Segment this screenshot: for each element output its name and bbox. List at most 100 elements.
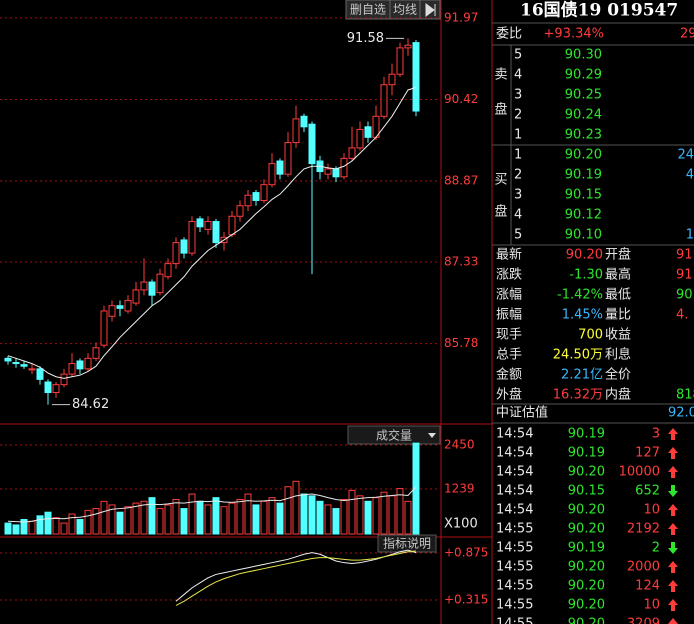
volume-bar: [116, 511, 124, 535]
stat-value: 91.: [676, 248, 694, 263]
indicator-select[interactable]: [347, 425, 441, 445]
stat-value: -1.42%: [557, 288, 603, 303]
side-label: 盘: [494, 204, 507, 220]
dropdown-icon[interactable]: [428, 433, 436, 438]
candle-body: [12, 362, 20, 365]
candle-body: [148, 281, 156, 296]
up-arrow: [668, 599, 678, 611]
candle-body: [276, 160, 284, 175]
candle-body: [164, 263, 172, 278]
volume-bar: [308, 495, 316, 535]
indicator-label[interactable]: 成交量: [376, 428, 412, 443]
volume-bar: [252, 504, 260, 535]
volume-bar: [172, 498, 180, 535]
volume-bar: [68, 513, 76, 535]
tick-price: 90.20: [568, 579, 605, 594]
tick-time: 14:54: [496, 503, 533, 518]
tick-price: 90.20: [568, 465, 605, 480]
volume-bar: [364, 500, 372, 535]
volume-bar: [52, 517, 60, 535]
volume-bar: [220, 506, 228, 535]
candle-body: [20, 364, 28, 367]
stat-label: 最新: [496, 247, 522, 263]
candle-body: [44, 381, 52, 394]
button-label[interactable]: 指标说明: [383, 536, 431, 551]
volume-bar: [100, 500, 108, 535]
volume-bar: [276, 502, 284, 535]
candle-body: [348, 147, 356, 159]
y-tick-label: 87.33: [444, 255, 478, 269]
volume-bar: [316, 500, 324, 535]
up-arrow: [668, 504, 678, 516]
volume-bar: [260, 500, 268, 535]
stat-label: 量比: [605, 308, 631, 323]
stat-value: 16.32万: [553, 388, 603, 403]
volume-bar: [20, 518, 28, 535]
level: 2: [514, 108, 522, 123]
indicator-line: [175, 549, 417, 602]
stat-label: 内盘: [605, 387, 631, 403]
tick-volume: 10: [643, 503, 660, 518]
volume-bar: [340, 498, 348, 535]
candle-body: [28, 368, 36, 371]
stat-label: 最高: [605, 267, 631, 283]
level: 3: [514, 88, 522, 103]
side-label: 卖: [494, 68, 507, 83]
volume-bar: [156, 508, 164, 535]
y-tick-label: +0.875: [444, 546, 488, 560]
up-arrow: [668, 428, 678, 440]
security-title: 16国债19 019547: [520, 0, 678, 21]
candle-body: [212, 221, 220, 244]
volume-bar: [380, 491, 388, 535]
tick-volume: 652: [635, 484, 660, 499]
stat-value: 1.45%: [562, 308, 603, 323]
level: 2: [514, 168, 522, 183]
collapse-icon[interactable]: [425, 3, 436, 17]
stat-label: 涨跌: [496, 267, 522, 283]
volume-bar: [164, 504, 172, 535]
candle-body: [156, 273, 164, 294]
volume-bar: [196, 500, 204, 535]
candle-body: [60, 373, 68, 386]
candle-body: [108, 305, 116, 317]
volume-bar: [60, 522, 68, 535]
up-arrow: [668, 447, 678, 459]
candle-body: [188, 221, 196, 254]
level: 1: [514, 128, 522, 143]
stat-value: 818: [676, 388, 694, 403]
down-arrow: [668, 485, 678, 497]
volume-bar: [84, 509, 92, 535]
candle-body: [260, 184, 268, 201]
level: 4: [514, 68, 522, 83]
volume-bar: [4, 522, 12, 535]
volume-bar: [268, 497, 276, 535]
tick-volume: 2192: [627, 522, 660, 537]
candle-body: [124, 299, 132, 312]
volume-bar: [76, 518, 84, 535]
stat-value: 90.20: [566, 248, 603, 263]
tick-time: 14:54: [496, 446, 533, 461]
candle-body: [228, 215, 236, 236]
button-label[interactable]: 均线: [393, 3, 417, 17]
level: 1: [514, 148, 522, 163]
ask-price: 90.25: [565, 88, 602, 103]
annotation: 91.58: [347, 31, 384, 46]
volume-bar: [332, 508, 340, 535]
stat-label: 开盘: [605, 247, 631, 263]
bid-price: 90.15: [565, 188, 602, 203]
tick-time: 14:55: [496, 598, 533, 613]
candle-body: [84, 357, 92, 370]
stat-value: 24.50万: [553, 348, 603, 363]
ask-price: 90.30: [565, 48, 602, 63]
button-label[interactable]: 删自选: [350, 3, 386, 17]
volume-bar: [412, 442, 420, 535]
candle-body: [308, 123, 316, 165]
tick-volume: 2: [652, 541, 660, 556]
volume-average: [7, 486, 417, 523]
valuation-value: 92.0: [668, 406, 694, 421]
y-tick-label: 91.97: [444, 10, 478, 24]
volume-bar: [212, 497, 220, 535]
volume-bar: [236, 498, 244, 535]
tick-time: 14:55: [496, 541, 533, 556]
annotation: 84.62: [72, 397, 109, 412]
